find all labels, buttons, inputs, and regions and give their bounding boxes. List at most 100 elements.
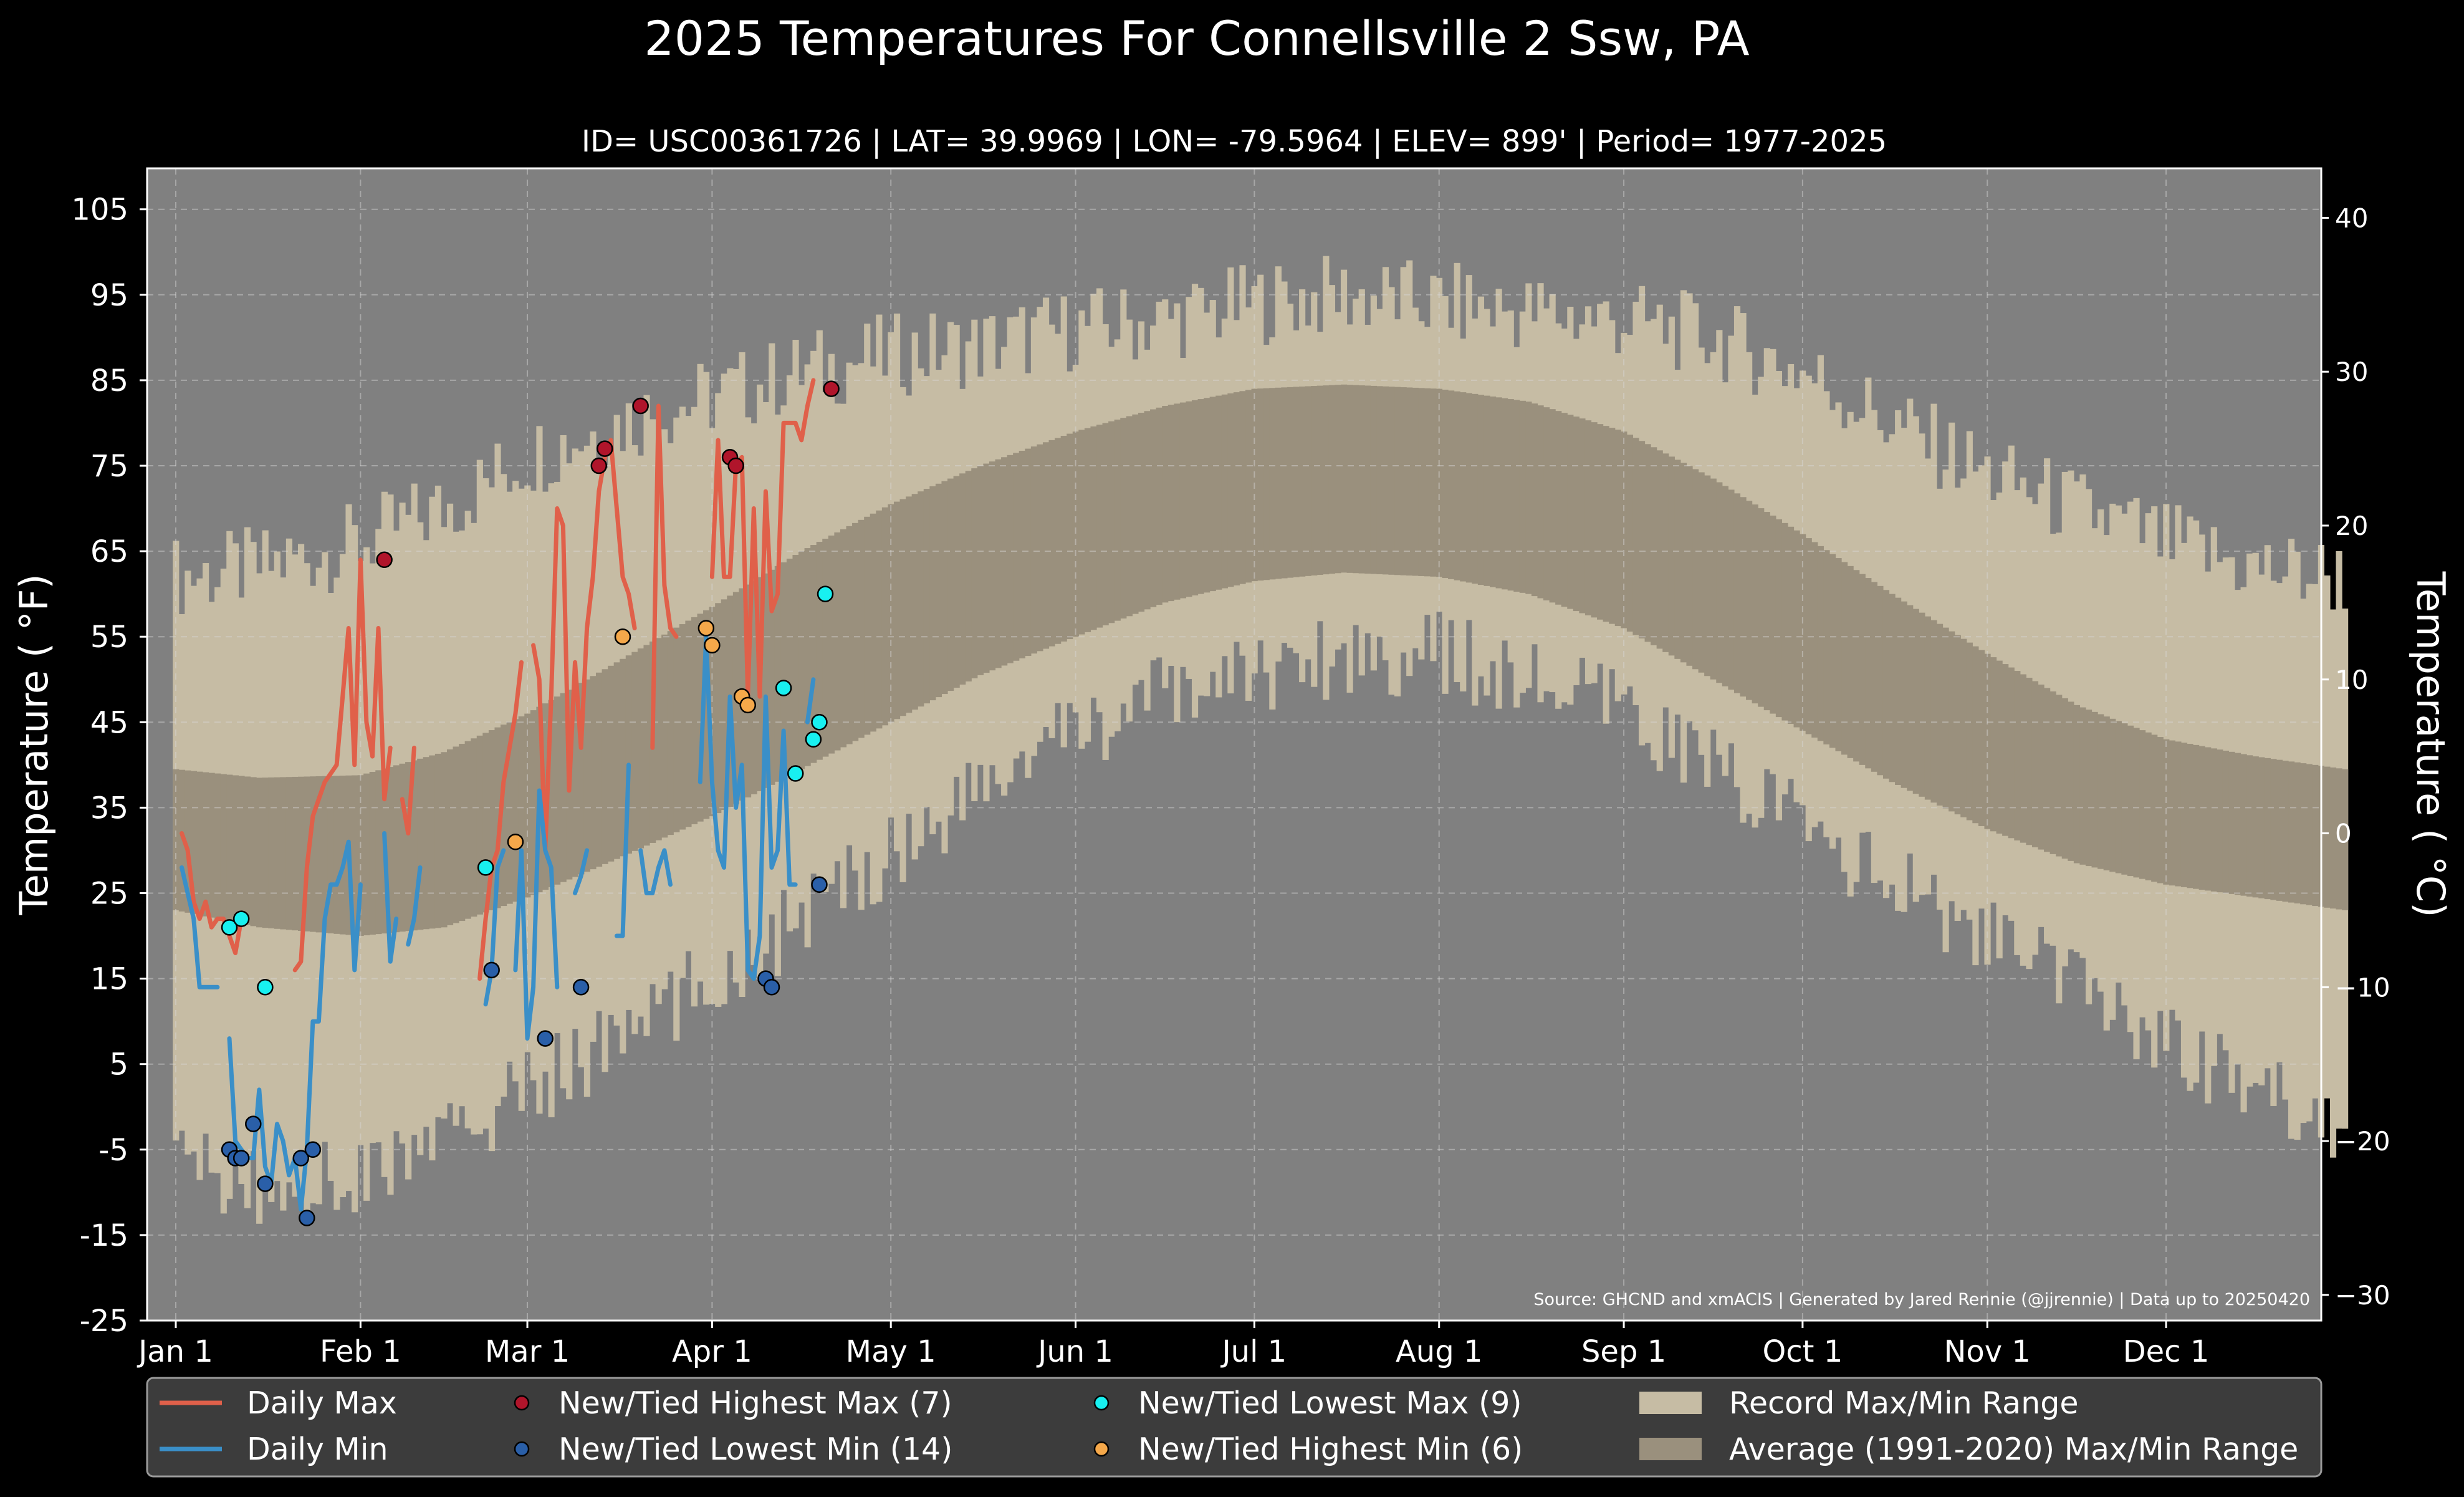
y-right-tick-label: 10 <box>2335 665 2368 695</box>
normal-bar <box>697 614 704 822</box>
normal-bar <box>1072 431 1079 637</box>
legend-new-tied-lowest-max-9-label: New/Tied Lowest Max (9) <box>1138 1385 1522 1421</box>
normal-bar <box>310 776 317 932</box>
normal-bar <box>703 610 710 819</box>
normal-bar <box>1263 388 1270 580</box>
marker-new-tied-lowest-max <box>817 585 834 602</box>
normal-bar <box>637 648 645 849</box>
normal-range-band <box>173 384 2349 936</box>
normal-bar <box>2175 741 2182 887</box>
normal-bar <box>1167 405 1174 602</box>
y-tick-label: 35 <box>90 791 128 826</box>
legend-new-tied-lowest-min-14-label: New/Tied Lowest Min (14) <box>558 1432 952 1467</box>
normal-bar <box>1651 447 1657 645</box>
normal-bar <box>595 672 603 867</box>
normal-bar <box>1859 574 1866 765</box>
normal-bar <box>1042 442 1050 649</box>
normal-bar <box>482 733 489 913</box>
normal-bar <box>1364 385 1371 574</box>
normal-bar <box>1209 397 1216 592</box>
marker-new-tied-highest-min <box>697 620 715 637</box>
normal-bar <box>655 638 662 840</box>
normal-bar <box>1150 409 1157 607</box>
normal-bar <box>983 463 990 673</box>
normal-bar <box>893 501 901 720</box>
normal-bar <box>1132 414 1139 614</box>
normal-bar <box>1472 393 1479 584</box>
normal-bar <box>1954 635 1961 815</box>
normal-bar <box>1484 395 1490 586</box>
normal-bar <box>2240 754 2247 896</box>
normal-bar <box>1418 388 1425 576</box>
normal-bar <box>1144 411 1151 610</box>
normal-bar <box>2234 753 2241 895</box>
normal-bar <box>822 538 829 757</box>
x-tick-label: Oct 1 <box>1762 1334 1843 1369</box>
normal-bar <box>1156 407 1162 605</box>
normal-bar <box>185 770 191 913</box>
normal-bar <box>2294 762 2301 903</box>
y-tick-label: 95 <box>90 278 128 313</box>
normal-bar <box>1055 438 1062 644</box>
normal-bar <box>667 631 674 835</box>
normal-bar <box>1019 451 1025 658</box>
normal-bar <box>363 773 370 936</box>
normal-bar <box>1960 638 1967 817</box>
normal-bar <box>816 542 823 760</box>
normal-bar <box>715 603 722 814</box>
legend-new-tied-highest-max-7-label: New/Tied Highest Max (7) <box>558 1385 952 1421</box>
y-axis-left: -25 -15 -5 5 15 25 35 45 55 65 75 85 95 105 <box>71 193 147 1339</box>
normal-bar <box>173 769 180 910</box>
normal-bar <box>1800 534 1806 731</box>
normal-bar <box>501 724 507 907</box>
normal-bar <box>1740 497 1747 697</box>
normal-bar <box>858 519 865 738</box>
normal-bar <box>1949 631 1955 812</box>
normal-bar <box>1221 394 1228 589</box>
normal-bar <box>804 548 811 766</box>
normal-bar <box>2068 701 2074 861</box>
normal-bar <box>2091 711 2098 868</box>
normal-bar <box>572 686 578 877</box>
normal-bar <box>2049 691 2056 854</box>
normal-bar <box>2246 755 2253 897</box>
normal-bar <box>1067 433 1073 640</box>
y-tick-label: 15 <box>90 962 128 997</box>
normal-bar <box>1680 463 1687 663</box>
normal-bar <box>1781 522 1788 721</box>
normal-bar <box>685 620 692 827</box>
normal-bar <box>2276 759 2283 901</box>
normal-bar <box>1227 393 1234 587</box>
normal-bar <box>1966 642 1973 821</box>
normal-bar <box>1990 657 1997 832</box>
normal-bar <box>1245 390 1252 583</box>
marker-new-tied-lowest-max <box>477 859 494 876</box>
normal-bar <box>1477 395 1485 585</box>
normal-bar <box>2020 674 2026 843</box>
normal-bar <box>583 679 591 872</box>
normal-bar <box>2210 748 2217 892</box>
marker-new-tied-highest-max <box>590 457 608 474</box>
normal-bar <box>2097 714 2104 869</box>
normal-bar <box>459 744 466 922</box>
normal-bar <box>1179 402 1187 599</box>
normal-bar <box>1972 646 1979 824</box>
normal-bar <box>1370 385 1377 574</box>
normal-bar <box>2329 767 2337 909</box>
marker-new-tied-lowest-min <box>292 1150 310 1167</box>
normal-bar <box>1495 397 1502 589</box>
normal-bar <box>1841 562 1848 755</box>
x-tick-label: Feb 1 <box>320 1334 401 1369</box>
normal-bar <box>750 580 757 794</box>
normal-bar <box>798 551 805 769</box>
normal-bar <box>1191 400 1199 595</box>
normal-bar <box>864 516 871 735</box>
normal-bar <box>1752 504 1758 704</box>
legend-daily-min-label: Daily Min <box>247 1432 388 1467</box>
normal-bar <box>1454 391 1460 580</box>
normal-bar <box>208 773 215 918</box>
normal-bar <box>315 776 322 933</box>
normal-bar <box>1847 566 1854 758</box>
normal-bar <box>1942 627 1949 809</box>
normal-bar <box>2222 751 2230 893</box>
